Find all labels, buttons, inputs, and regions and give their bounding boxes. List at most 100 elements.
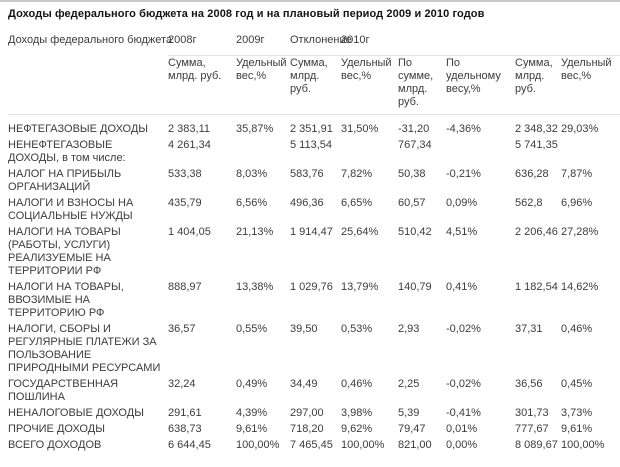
cell-value: 34,49 <box>290 378 318 390</box>
table-row: НЕНАЛОГОВЫЕ ДОХОДЫ 291,61 4,39% 297,00 3,98%… <box>8 406 620 422</box>
budget-table: Доходы федерального бюджета 2008г 2009г … <box>8 33 620 454</box>
cell-value: 50,38 <box>398 168 426 180</box>
year-header-empty <box>561 33 620 56</box>
year-header-2009: 2009г <box>236 33 290 56</box>
cell-value: 638,73 <box>168 423 202 435</box>
cell-value: 79,47 <box>398 423 426 435</box>
year-header-row: Доходы федерального бюджета 2008г 2009г … <box>8 33 620 115</box>
subheader-deviation-sum: По сумме, млрд. руб. <box>398 55 446 115</box>
cell-value: 2 348,32 <box>515 123 558 135</box>
table-row: ВСЕГО ДОХОДОВ 6 644,45 100,00% 7 465,45 100,… <box>8 438 620 454</box>
table-row: ПРОЧИЕ ДОХОДЫ 638,73 9,61% 718,20 9,62% 79,47… <box>8 422 620 438</box>
cell-value: 6,56% <box>236 197 268 209</box>
cell-value: 0,46% <box>341 378 373 390</box>
cell-value <box>341 138 398 167</box>
cell-value: -0,02% <box>446 323 481 335</box>
cell-value: 821,00 <box>398 439 432 451</box>
cell-value: 0,01% <box>446 423 478 435</box>
cell-value: 5 741,35 <box>515 139 558 151</box>
table-header: Доходы федерального бюджета 2008г 2009г … <box>8 33 620 115</box>
cell-value: 888,97 <box>168 281 202 293</box>
cell-value: 39,50 <box>290 323 318 335</box>
subheader-share-2008: Удельный вес,% <box>236 55 290 115</box>
row-label: ПРОЧИЕ ДОХОДЫ <box>8 423 105 435</box>
row-label: НАЛОГ НА ПРИБЫЛЬ ОРГАНИЗАЦИЙ <box>8 168 122 193</box>
cell-value: -0,02% <box>446 378 481 390</box>
cell-value: 32,24 <box>168 378 196 390</box>
cell-value: 533,38 <box>168 168 202 180</box>
year-header-empty <box>515 33 561 56</box>
cell-value <box>236 138 290 167</box>
year-header-empty <box>446 33 515 56</box>
row-label: ВСЕГО ДОХОДОВ <box>8 439 102 451</box>
cell-value: 718,20 <box>290 423 324 435</box>
cell-value: 562,8 <box>515 197 543 209</box>
cell-value: 13,38% <box>236 281 274 293</box>
cell-value: 301,73 <box>515 407 549 419</box>
cell-value: 297,00 <box>290 407 324 419</box>
year-header-2008: 2008г <box>168 33 236 56</box>
cell-value: 140,79 <box>398 281 432 293</box>
row-label: НЕНАЛОГОВЫЕ ДОХОДЫ <box>8 407 144 419</box>
cell-value: 1 914,47 <box>290 226 333 238</box>
cell-value: 0,45% <box>561 378 593 390</box>
cell-value: 0,00% <box>446 439 478 451</box>
cell-value: 8 089,67 <box>515 439 558 451</box>
cell-value: 4,51% <box>446 226 478 238</box>
cell-value: 6,96% <box>561 197 593 209</box>
subheader-share-2010: Удельный вес,% <box>561 55 620 115</box>
cell-value: 4 261,34 <box>168 139 211 151</box>
subheader-share-2009: Удельный вес,% <box>341 55 398 115</box>
cell-value <box>446 138 515 167</box>
cell-value: 9,62% <box>341 423 373 435</box>
cell-value: 13,79% <box>341 281 379 293</box>
cell-value: 6 644,45 <box>168 439 211 451</box>
cell-value: 21,13% <box>236 226 274 238</box>
cell-value: 2,25 <box>398 378 420 390</box>
cell-value: 1 404,05 <box>168 226 211 238</box>
cell-value: 0,41% <box>446 281 478 293</box>
table-row: НАЛОГИ И ВЗНОСЫ НА СОЦИАЛЬНЫЕ НУЖДЫ 435,7… <box>8 196 620 225</box>
cell-value: 100,00% <box>236 439 280 451</box>
subheader-sum-2010: Сумма, млрд. руб. <box>515 55 561 115</box>
cell-value: 7,87% <box>561 168 593 180</box>
row-label: НЕНЕФТЕГАЗОВЫЕ ДОХОДЫ, в том числе: <box>8 139 126 164</box>
year-header-empty <box>398 33 446 56</box>
cell-value: 1 182,54 <box>515 281 558 293</box>
cell-value: 7 465,45 <box>290 439 333 451</box>
cell-value: 2 206,46 <box>515 226 558 238</box>
row-label: ГОСУДАРСТВЕННАЯ ПОШЛИНА <box>8 378 119 403</box>
subheader-sum-2009: Сумма, млрд. руб. <box>290 55 341 115</box>
cell-value: 767,34 <box>398 139 432 151</box>
table-row: НЕФТЕГАЗОВЫЕ ДОХОДЫ 2 383,11 35,87% 2 351,9… <box>8 115 620 139</box>
subheader-sum-2008: Сумма, млрд. руб. <box>168 55 236 115</box>
cell-value: 496,36 <box>290 197 324 209</box>
cell-value: 8,03% <box>236 168 268 180</box>
row-label: НАЛОГИ, СБОРЫ И РЕГУЛЯРНЫЕ ПЛАТЕЖИ ЗА ПО… <box>8 323 161 374</box>
cell-value: 2 383,11 <box>168 123 211 135</box>
table-row: ГОСУДАРСТВЕННАЯ ПОШЛИНА 32,24 0,49% 34,49 0,… <box>8 377 620 406</box>
cell-value: -31,20 <box>398 123 430 135</box>
cell-value: 510,42 <box>398 226 432 238</box>
cell-value: 9,61% <box>236 423 268 435</box>
cell-value: 1 029,76 <box>290 281 333 293</box>
cell-value: 6,65% <box>341 197 373 209</box>
cell-value: 25,64% <box>341 226 379 238</box>
cell-value: 5,39 <box>398 407 420 419</box>
row-label: НЕФТЕГАЗОВЫЕ ДОХОДЫ <box>8 123 149 135</box>
cell-value: 9,61% <box>561 423 593 435</box>
cell-value: 7,82% <box>341 168 373 180</box>
cell-value: 0,09% <box>446 197 478 209</box>
cell-value: 37,31 <box>515 323 543 335</box>
row-label: НАЛОГИ НА ТОВАРЫ (РАБОТЫ, УСЛУГИ) РЕАЛИЗ… <box>8 226 121 277</box>
row-label: НАЛОГИ И ВЗНОСЫ НА СОЦИАЛЬНЫЕ НУЖДЫ <box>8 197 134 222</box>
cell-value: 60,57 <box>398 197 426 209</box>
cell-value <box>561 138 620 167</box>
table-row: НАЛОГИ, СБОРЫ И РЕГУЛЯРНЫЕ ПЛАТЕЖИ ЗА ПО… <box>8 322 620 377</box>
cell-value: 777,67 <box>515 423 549 435</box>
cell-value: 4,39% <box>236 407 268 419</box>
cell-value: 291,61 <box>168 407 202 419</box>
cell-value: 583,76 <box>290 168 324 180</box>
cell-value: 2 351,91 <box>290 123 333 135</box>
